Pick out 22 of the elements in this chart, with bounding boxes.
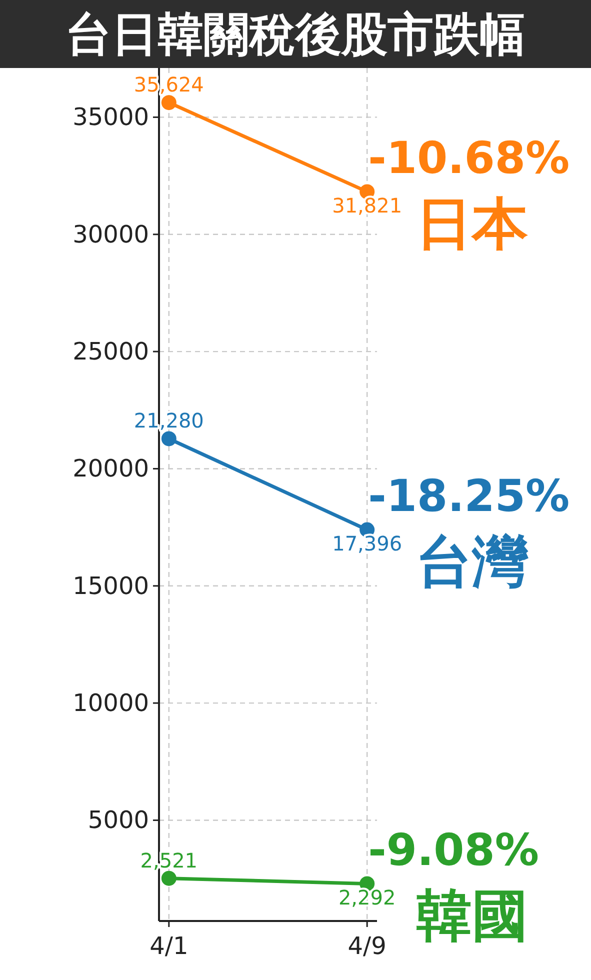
point (161, 870, 176, 886)
series-label: 台灣 (416, 530, 529, 596)
point (161, 95, 176, 110)
y-tick-label: 35000 (72, 103, 149, 132)
y-tick-label: 20000 (72, 454, 149, 483)
y-tick-label: 30000 (72, 220, 149, 248)
annotation: -9.08% (368, 825, 540, 876)
data-label: 17,396 (332, 532, 402, 556)
data-label: 31,821 (332, 194, 402, 218)
data-label: 2,292 (338, 886, 396, 910)
series-label: 日本 (416, 192, 528, 258)
series-label: 韓國 (416, 884, 528, 950)
chart-title: 台日韓關稅後股市跌幅 (66, 7, 526, 61)
y-tick-label: 15000 (72, 572, 149, 600)
y-tick-label: 5000 (88, 806, 149, 834)
annotation: -10.68% (368, 133, 570, 184)
y-tick-label: 25000 (72, 338, 149, 366)
y-tick-label: 10000 (72, 689, 149, 718)
annotation: -18.25% (368, 471, 570, 522)
x-tick-label: 4/9 (348, 932, 386, 960)
point (161, 431, 176, 446)
x-tick-label: 4/1 (150, 932, 188, 960)
